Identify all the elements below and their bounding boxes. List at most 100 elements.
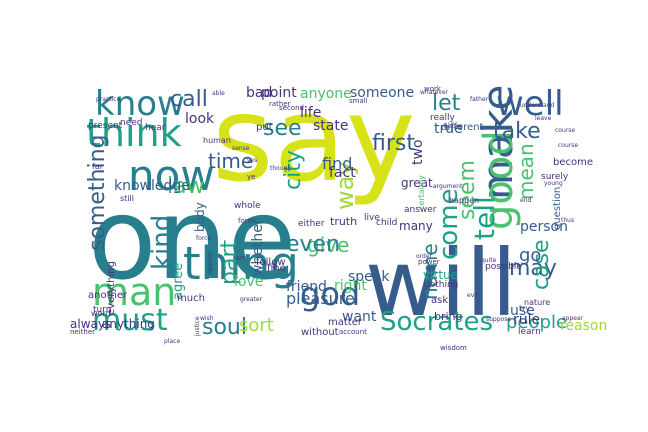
word-rule: rule <box>513 312 540 328</box>
word-know: know <box>95 84 185 124</box>
word-find: find <box>322 154 352 173</box>
word-sort: sort <box>239 315 274 336</box>
word-knowledge: knowledge <box>114 178 190 194</box>
word-greater: greater <box>240 296 263 303</box>
word-state: state <box>313 118 348 134</box>
word-think: think <box>86 111 182 155</box>
word-still: still <box>120 194 134 203</box>
word-go: go <box>519 245 541 266</box>
word-thing: thing <box>183 237 299 290</box>
word-name: name <box>418 243 442 300</box>
word-thus: thus <box>561 217 574 224</box>
word-become: become <box>553 157 593 168</box>
word-much: much <box>177 293 205 304</box>
word-different: different <box>441 122 484 133</box>
word-many: many <box>399 219 433 233</box>
word-everything: everything <box>106 261 117 315</box>
word-without: without <box>301 327 339 338</box>
word-first: first <box>372 131 415 156</box>
word-practice: practice <box>96 96 121 103</box>
word-time: time <box>208 149 253 173</box>
word-truth: truth <box>330 215 357 228</box>
word-opinion: opinion <box>207 252 214 274</box>
word-god: god <box>300 275 360 313</box>
word-order: order <box>416 253 433 260</box>
word-anyone: anyone <box>300 86 352 102</box>
word-call: call <box>170 87 208 112</box>
word-ask: ask <box>431 295 448 306</box>
word-form: form <box>238 217 255 225</box>
word-whether: whether <box>250 218 266 276</box>
word-now: now <box>128 151 215 200</box>
word-good: good <box>476 130 522 230</box>
word-always: always <box>70 317 111 331</box>
word-socrates: Socrates <box>380 307 493 337</box>
word-justice: justice <box>194 316 201 337</box>
word-sense: sense <box>232 145 250 152</box>
word-person: person <box>520 219 568 235</box>
word-people: people <box>506 312 567 333</box>
word-well: well <box>496 84 564 124</box>
word-agree: agree <box>171 263 186 300</box>
word-live: live <box>364 213 380 223</box>
word-child: child <box>376 218 397 228</box>
word-something: something <box>85 135 110 251</box>
word-want: want <box>342 309 377 325</box>
word-let: let <box>432 91 461 116</box>
word-learn: learn <box>518 327 541 337</box>
word-someone: someone <box>350 85 414 101</box>
word-pleasure: pleasure <box>286 289 355 308</box>
word-right: right <box>334 278 367 294</box>
word-rather: rather <box>269 100 291 108</box>
word-body: body <box>193 202 207 232</box>
word-one: one <box>88 175 296 305</box>
word-law: law <box>167 174 205 199</box>
word-far: far <box>92 162 104 171</box>
word-put: put <box>256 122 273 133</box>
word-power: power <box>418 258 440 266</box>
word-though: though <box>270 165 291 172</box>
word-evil: evil <box>467 292 478 299</box>
word-word: word <box>91 309 111 318</box>
word-take: take <box>493 119 541 144</box>
word-seem: seem <box>455 160 480 220</box>
word-part: part <box>217 240 242 285</box>
word-cloud-background <box>70 78 586 346</box>
word-friend: friend <box>286 279 327 295</box>
word-virtue: virtue <box>423 268 458 282</box>
word-whatever: whatever <box>420 89 449 96</box>
word-point: point <box>261 85 297 101</box>
word-ye: ye <box>247 173 255 181</box>
word-case: case <box>529 239 554 290</box>
word-give: give <box>307 233 349 257</box>
word-use: use <box>510 303 535 319</box>
word-life: life <box>300 105 321 121</box>
word-neither: neither <box>70 328 95 336</box>
word-appear: appear <box>562 315 584 322</box>
word-understand: understand <box>520 102 555 109</box>
word-matter: matter <box>328 317 363 328</box>
word-able: able <box>212 90 225 97</box>
word-surely: surely <box>541 172 569 182</box>
word-yes: yes <box>247 157 257 164</box>
word-must: must <box>92 303 168 338</box>
word-nature: nature <box>524 298 550 307</box>
word-anything: anything <box>102 317 155 331</box>
word-possible: possible <box>485 262 522 272</box>
word-suppose: suppose <box>486 316 511 323</box>
word-course: course <box>555 127 575 134</box>
word-whole: whole <box>234 201 261 211</box>
word-turn: turn <box>93 305 111 315</box>
word-true: true <box>434 121 463 137</box>
word-work: work <box>424 85 442 93</box>
word-fine: fine <box>267 263 286 274</box>
word-question: question <box>552 187 563 230</box>
word-answer: answer <box>404 205 437 215</box>
word-present: present <box>88 121 123 131</box>
word-argument: argument <box>433 183 463 190</box>
word-come: come <box>434 188 464 260</box>
word-need: need <box>120 118 143 128</box>
word-follow: follow <box>256 257 286 268</box>
